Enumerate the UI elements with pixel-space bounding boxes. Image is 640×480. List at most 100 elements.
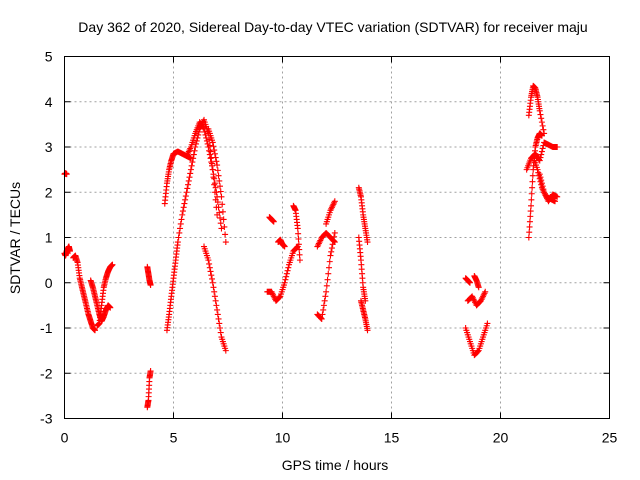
- data-point: [175, 234, 182, 241]
- data-point: [211, 180, 218, 187]
- data-point: [187, 170, 194, 177]
- data-point: [541, 130, 548, 137]
- series-trace-08: [163, 116, 221, 334]
- series-trace-06: [144, 367, 154, 411]
- data-point: [329, 241, 336, 248]
- series-trace-23: [462, 275, 473, 286]
- data-point: [475, 284, 482, 291]
- data-point: [176, 229, 183, 236]
- data-point: [184, 185, 191, 192]
- data-point: [109, 261, 116, 268]
- data-point: [182, 193, 189, 200]
- data-point: [323, 282, 330, 289]
- data-point: [276, 294, 283, 301]
- axis-ticks: 0 5 10 15 20 25 -3 -2 -1 0 1 2 3 4 5: [40, 49, 617, 446]
- data-point: [283, 270, 290, 277]
- data-point: [208, 272, 215, 279]
- series-trace-20: [355, 184, 371, 246]
- data-point: [295, 230, 302, 237]
- data-point: [214, 167, 221, 174]
- data-point: [218, 225, 225, 232]
- data-point: [205, 144, 212, 150]
- data-point: [211, 175, 218, 182]
- data-point: [536, 107, 543, 114]
- data-point: [147, 282, 154, 289]
- data-point: [206, 151, 213, 158]
- data-point: [209, 162, 216, 169]
- y-tick-label: 2: [45, 184, 53, 200]
- data-point: [528, 202, 535, 209]
- series-trace-28: [525, 82, 548, 137]
- data-point: [296, 251, 303, 258]
- data-point: [182, 196, 189, 203]
- data-point: [331, 233, 338, 240]
- series-trace-13: [266, 214, 277, 225]
- data-point: [529, 178, 536, 185]
- data-point: [270, 218, 277, 225]
- data-point: [211, 288, 218, 295]
- data-point: [210, 171, 217, 178]
- data-point: [222, 347, 229, 354]
- data-point: [537, 174, 544, 181]
- data-point: [217, 220, 224, 227]
- data-point: [187, 166, 194, 173]
- data-point: [217, 325, 224, 331]
- data-point: [215, 204, 222, 211]
- data-point: [364, 327, 371, 334]
- data-point: [174, 239, 181, 246]
- x-tick-label: 15: [384, 430, 400, 446]
- data-point: [318, 315, 325, 322]
- data-point: [281, 243, 288, 250]
- data-point: [538, 148, 545, 155]
- data-point: [526, 218, 533, 225]
- data-point: [216, 177, 223, 184]
- data-point: [539, 145, 546, 152]
- series-trace-31: [523, 139, 561, 173]
- data-point: [181, 200, 188, 207]
- data-point: [527, 208, 534, 215]
- data-point: [147, 367, 154, 374]
- data-point: [216, 320, 223, 327]
- data-point: [554, 193, 561, 200]
- data-point: [189, 159, 196, 166]
- data-point: [534, 166, 541, 173]
- data-point: [536, 171, 543, 178]
- series-trace-11: [201, 243, 229, 354]
- data-point: [221, 223, 228, 230]
- x-tick-label: 0: [61, 430, 69, 446]
- data-point: [213, 158, 220, 165]
- series-trace-02: [61, 243, 73, 259]
- series-trace-10: [183, 119, 225, 232]
- data-point: [482, 288, 489, 295]
- data-point: [209, 139, 216, 146]
- grid-lines: [64, 56, 610, 419]
- x-axis-title: GPS time / hours: [282, 457, 389, 473]
- data-point: [212, 297, 219, 304]
- data-point: [296, 246, 303, 253]
- y-tick-label: 3: [45, 139, 53, 155]
- data-point: [327, 252, 334, 259]
- data-point: [282, 276, 289, 283]
- data-point: [207, 268, 214, 275]
- data-point: [214, 199, 221, 206]
- data-point: [214, 162, 221, 169]
- data-point: [200, 124, 207, 131]
- data-point: [284, 267, 291, 274]
- data-point: [107, 304, 114, 311]
- data-point: [529, 172, 536, 179]
- data-point: [212, 154, 219, 161]
- data-point: [206, 260, 213, 267]
- data-point: [538, 177, 545, 184]
- y-axis-title: SDTVAR / TECUs: [7, 182, 23, 294]
- data-point: [211, 181, 218, 188]
- data-point: [325, 270, 332, 277]
- data-point: [202, 131, 209, 138]
- data-point: [281, 279, 288, 286]
- data-point: [179, 211, 186, 218]
- data-point: [527, 213, 534, 220]
- data-point: [187, 155, 194, 162]
- data-point: [294, 225, 301, 232]
- data-point: [178, 216, 185, 223]
- data-point: [201, 128, 208, 135]
- series-trace-05: [94, 261, 116, 329]
